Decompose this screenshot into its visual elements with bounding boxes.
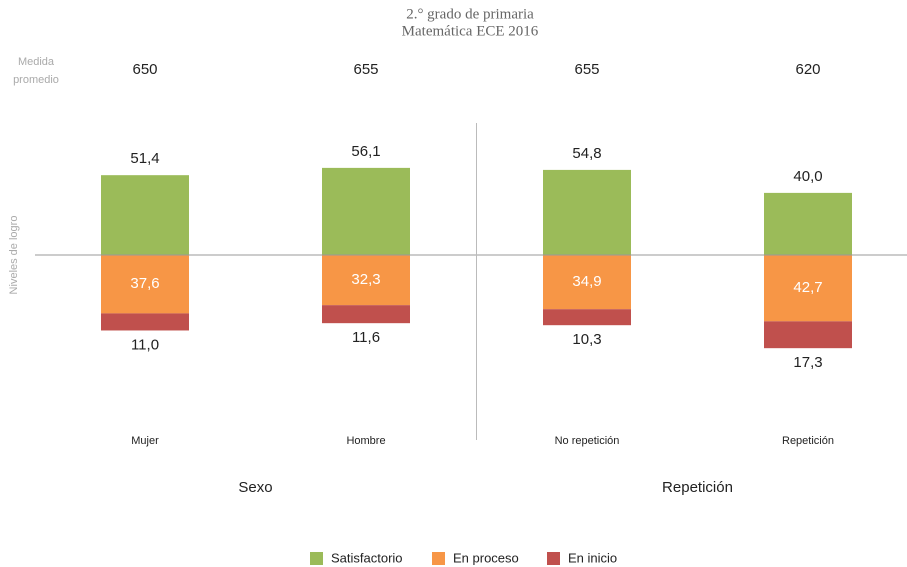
mean-value: 655: [574, 61, 599, 78]
bar-segment: [764, 192, 852, 255]
bar-segment: [101, 313, 189, 331]
legend-label: En inicio: [568, 550, 617, 565]
bar-segment: [543, 255, 631, 310]
value-label: 42,7: [793, 279, 822, 296]
bar-segment: [764, 255, 852, 322]
value-label: 34,9: [572, 273, 601, 290]
value-label: 56,1: [351, 143, 380, 160]
legend-label: Satisfactorio: [331, 550, 403, 565]
bar-segment: [543, 309, 631, 326]
mean-value: 655: [353, 61, 378, 78]
value-label: 11,0: [131, 336, 159, 353]
x-tick-label: Mujer: [131, 435, 159, 447]
value-label: 37,6: [130, 275, 159, 292]
legend-label: En proceso: [453, 550, 519, 565]
value-label: 32,3: [351, 271, 380, 288]
x-tick-label: Repetición: [782, 435, 834, 447]
value-label: 51,4: [130, 150, 159, 167]
legend-swatch: [432, 552, 445, 565]
bar-segment: [322, 255, 410, 306]
chart-title: Matemática ECE 2016: [402, 23, 539, 39]
group-label: Sexo: [238, 479, 272, 496]
bar-segment: [322, 167, 410, 255]
value-label: 54,8: [572, 145, 601, 162]
value-label: 40,0: [793, 168, 822, 185]
mean-value: 650: [132, 61, 157, 78]
mean-value: 620: [795, 61, 820, 78]
x-tick-label: Hombre: [346, 435, 385, 447]
bar-segment: [764, 321, 852, 349]
x-tick-label: No repetición: [555, 435, 620, 447]
bar-segment: [101, 255, 189, 314]
chart-title: 2.° grado de primaria: [406, 6, 534, 22]
value-label: 11,6: [352, 329, 380, 346]
y-axis-label: Niveles de logro: [8, 216, 20, 295]
bar-segment: [101, 175, 189, 255]
value-label: 17,3: [793, 354, 822, 371]
group-label: Repetición: [662, 479, 733, 496]
legend-swatch: [310, 552, 323, 565]
value-label: 10,3: [572, 331, 601, 348]
legend-swatch: [547, 552, 560, 565]
bar-segment: [322, 305, 410, 324]
bar-segment: [543, 169, 631, 255]
mean-label: Medida promedio: [13, 56, 59, 86]
